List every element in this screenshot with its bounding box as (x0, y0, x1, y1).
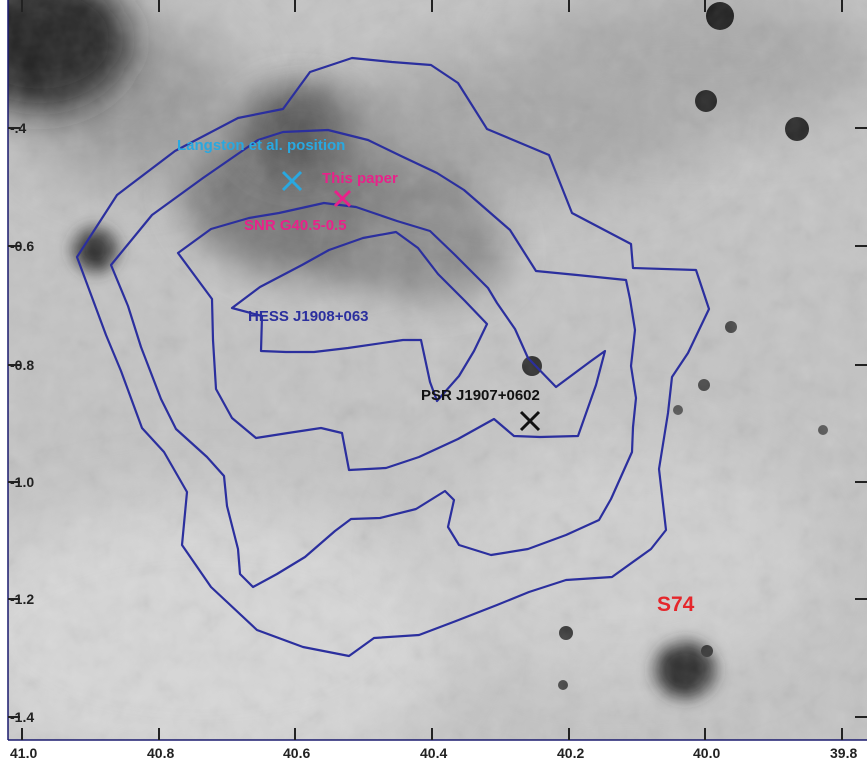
contour-outer (75, 56, 711, 658)
x-tick-label: 40.6 (283, 745, 310, 761)
y-tick-label: -1.2 (10, 591, 34, 607)
this-paper-label: This paper (322, 170, 398, 187)
psr-marker (519, 410, 541, 432)
psr-label: PSR J1907+0602 (421, 387, 540, 404)
x-tick-label: 40.8 (147, 745, 174, 761)
x-axis-tick-labels: 41.0 40.8 40.6 40.4 40.2 40.0 39.8 (10, 745, 857, 761)
hess-contours (75, 56, 711, 658)
s74-label: S74 (657, 593, 695, 616)
hess-label: HESS J1908+063 (248, 308, 369, 325)
contour-middle (109, 128, 638, 589)
x-tick-label: 41.0 (10, 745, 37, 761)
x-tick-label: 40.2 (557, 745, 584, 761)
y-tick-label: -0.8 (10, 357, 34, 373)
y-tick-label: -.4 (10, 120, 27, 136)
langston-label: Langston et al. position (177, 137, 345, 154)
x-tick-label: 40.0 (693, 745, 720, 761)
y-tick-label: -0.6 (10, 238, 34, 254)
langston-position-marker (281, 170, 303, 192)
x-tick-label: 39.8 (830, 745, 857, 761)
y-tick-label: -1.4 (10, 709, 34, 725)
x-tick-label: 40.4 (420, 745, 447, 761)
y-tick-label: -1.0 (10, 474, 34, 490)
snr-label: SNR G40.5-0.5 (244, 217, 347, 234)
contour-inner (176, 201, 607, 472)
plot-frame (7, 0, 867, 741)
y-axis-tick-labels: -.4 -0.6 -0.8 -1.0 -1.2 -1.4 (10, 120, 34, 725)
this-paper-marker (333, 189, 352, 208)
contour-innermost (230, 230, 489, 403)
